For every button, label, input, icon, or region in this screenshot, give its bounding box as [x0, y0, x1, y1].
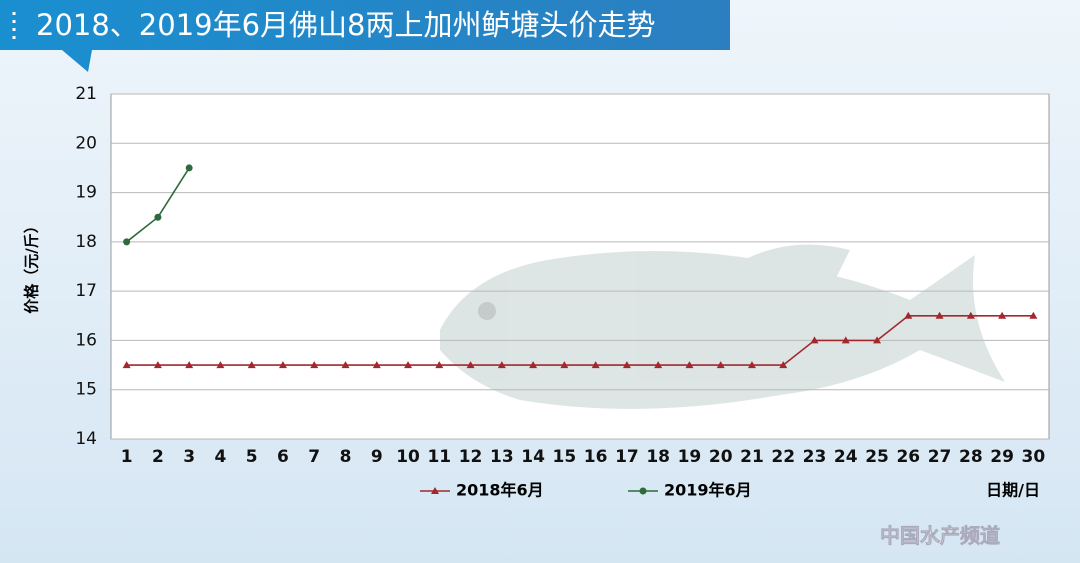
x-tick-label: 20 — [709, 447, 733, 467]
y-tick-label: 19 — [75, 183, 97, 203]
x-tick-label: 29 — [990, 447, 1014, 467]
x-tick-label: 7 — [308, 447, 320, 467]
x-tick-label: 22 — [771, 447, 795, 467]
data-point — [153, 361, 162, 369]
x-tick-label: 25 — [865, 447, 889, 467]
x-tick-label: 23 — [803, 447, 827, 467]
y-tick-label: 17 — [75, 281, 97, 301]
y-axis-label: 价格（元/斤） — [23, 218, 41, 313]
data-point — [372, 361, 381, 369]
x-tick-label: 26 — [896, 447, 920, 467]
data-point — [154, 213, 162, 221]
x-tick-label: 30 — [1022, 447, 1046, 467]
data-point — [185, 164, 193, 172]
x-tick-label: 15 — [553, 447, 577, 467]
x-tick-label: 2 — [152, 447, 164, 467]
data-point — [810, 336, 819, 344]
data-point — [685, 361, 694, 369]
x-tick-label: 13 — [490, 447, 514, 467]
data-point — [341, 361, 350, 369]
x-tick-label: 27 — [928, 447, 952, 467]
y-tick-label: 18 — [75, 232, 97, 252]
x-axis-label: 日期/日 — [986, 481, 1040, 500]
data-point — [216, 361, 225, 369]
watermark: 中国水产频道 — [880, 524, 1000, 548]
data-point — [529, 361, 538, 369]
x-tick-label: 17 — [615, 447, 639, 467]
data-point — [404, 361, 413, 369]
x-tick-label: 14 — [521, 447, 545, 467]
x-tick-label: 21 — [740, 447, 764, 467]
x-tick-label: 16 — [584, 447, 608, 467]
x-tick-label: 8 — [340, 447, 352, 467]
data-point — [497, 361, 506, 369]
x-tick-label: 3 — [183, 447, 195, 467]
chart-title: 2018、2019年6月佛山8两上加州鲈塘头价走势 — [36, 8, 656, 42]
data-point — [639, 487, 647, 495]
series-line — [126, 314, 1034, 366]
plot-area — [110, 93, 1050, 440]
data-point — [654, 361, 663, 369]
x-tick-label: 5 — [246, 447, 258, 467]
data-point — [998, 311, 1007, 319]
data-point — [841, 336, 850, 344]
y-tick-label: 14 — [75, 429, 97, 449]
title-banner — [0, 0, 730, 72]
x-tick-label: 18 — [646, 447, 670, 467]
y-tick-label: 16 — [75, 330, 97, 350]
data-point — [904, 311, 913, 319]
y-tick-label: 21 — [75, 84, 97, 104]
x-tick-label: 6 — [277, 447, 289, 467]
y-tick-label: 20 — [75, 133, 97, 153]
data-point — [466, 361, 475, 369]
data-point — [747, 361, 756, 369]
data-point — [779, 361, 788, 369]
data-point — [247, 361, 256, 369]
data-point — [278, 361, 287, 369]
y-tick-label: 15 — [75, 380, 97, 400]
data-point — [622, 361, 631, 369]
x-tick-label: 10 — [396, 447, 420, 467]
legend-label: 2019年6月 — [664, 481, 752, 500]
x-tick-label: 9 — [371, 447, 383, 467]
data-point — [1029, 311, 1038, 319]
x-tick-label: 28 — [959, 447, 983, 467]
data-point — [873, 336, 882, 344]
data-point — [185, 361, 194, 369]
x-tick-label: 4 — [215, 447, 227, 467]
legend-label: 2018年6月 — [456, 481, 544, 500]
x-tick-label: 12 — [459, 447, 483, 467]
data-point — [122, 361, 131, 369]
data-point — [591, 361, 600, 369]
x-tick-label: 24 — [834, 447, 858, 467]
x-tick-label: 11 — [427, 447, 451, 467]
x-tick-label: 19 — [678, 447, 702, 467]
data-point — [560, 361, 569, 369]
data-point — [123, 238, 131, 246]
data-point — [935, 311, 944, 319]
data-point — [431, 487, 439, 494]
fish-image — [440, 244, 1005, 409]
data-point — [966, 311, 975, 319]
data-point — [310, 361, 319, 369]
data-point — [435, 361, 444, 369]
x-tick-label: 1 — [121, 447, 133, 467]
data-point — [716, 361, 725, 369]
